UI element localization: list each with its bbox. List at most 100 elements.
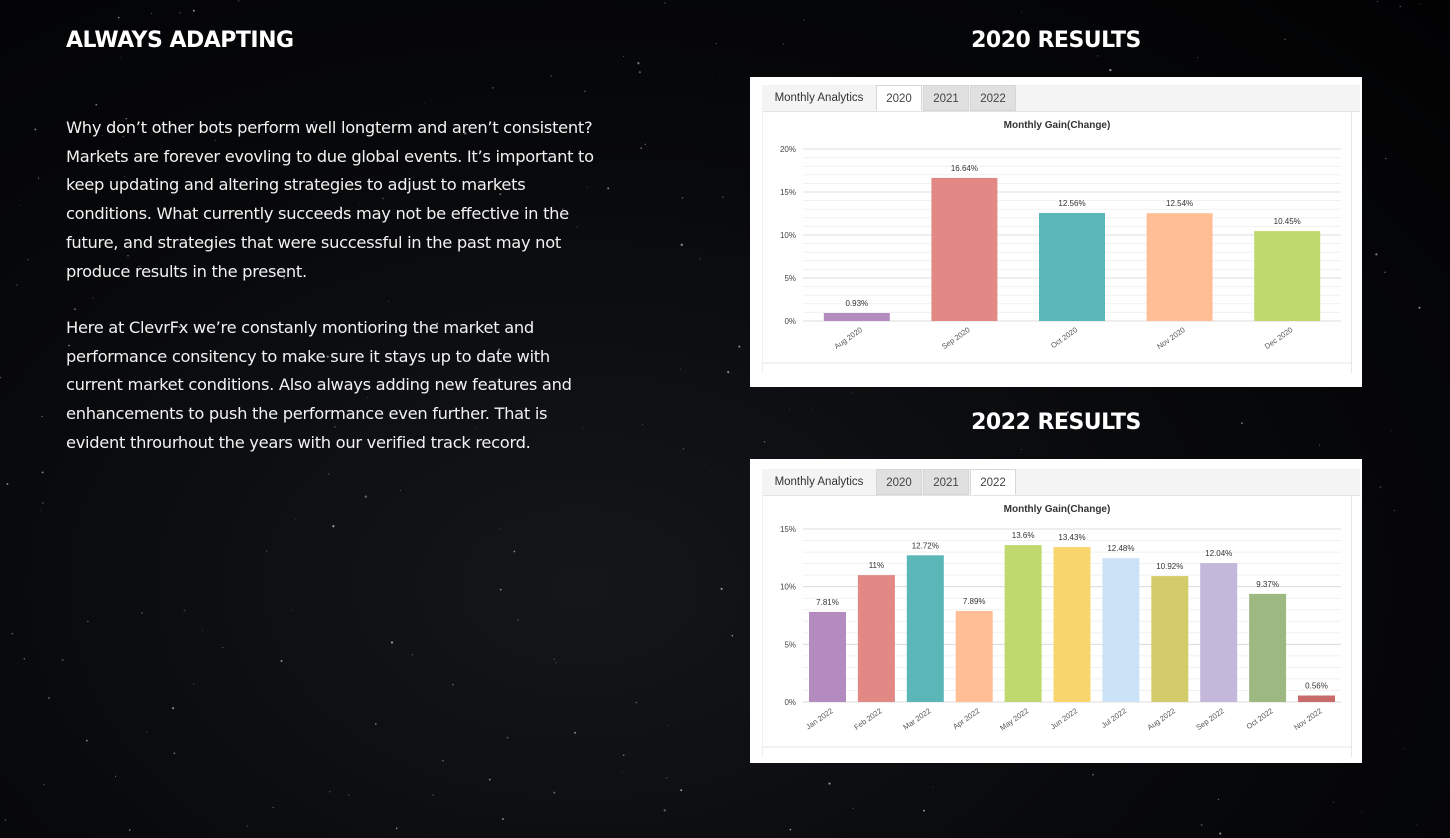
bar [1146,213,1213,321]
y-tick-label: 10% [780,583,796,592]
star [803,19,805,21]
x-tick-label: Nov 2020 [1155,325,1186,351]
tab-2021[interactable]: 2021 [923,469,969,495]
star [246,825,248,827]
analytics-tabbar: Monthly Analytics 2020 2021 2022 [762,85,1360,112]
star [266,550,268,552]
star [34,128,37,131]
star [332,525,335,528]
star [663,809,666,812]
tab-2020[interactable]: 2020 [876,85,922,111]
star [95,103,98,106]
star [488,778,491,781]
y-tick-label: 0% [784,698,796,707]
tab-monthly-analytics[interactable]: Monthly Analytics [762,469,876,495]
data-label: 7.89% [963,597,986,606]
star [1390,430,1392,432]
star [141,612,143,614]
star [680,243,683,246]
results-2022-title: 2022 RESULTS [971,410,1141,435]
bar [857,575,895,702]
y-tick-label: 15% [780,525,796,534]
star [715,43,717,45]
chart-title: Monthly Gain(Change) [1004,504,1111,515]
star [348,794,350,796]
star [727,371,730,374]
star [41,415,43,418]
star [201,629,204,631]
star [607,187,610,190]
star [1333,802,1334,803]
star [74,308,76,310]
y-tick-label: 0% [784,317,796,326]
bar [809,611,846,702]
star [812,407,814,409]
star [390,641,394,644]
star [400,490,402,492]
star [1217,798,1220,801]
star [327,473,330,475]
section-heading: ALWAYS ADAPTING [66,28,294,53]
tab-monthly-analytics[interactable]: Monthly Analytics [762,85,876,111]
x-tick-label: Aug 2022 [1145,706,1176,732]
star [1200,824,1203,826]
star [386,801,388,802]
star [267,631,269,633]
tab-2022[interactable]: 2022 [970,469,1016,495]
star [452,683,454,686]
x-tick-label: Sep 2020 [940,325,971,351]
star [1219,832,1222,835]
x-tick-label: Mar 2022 [901,706,932,732]
star [0,376,1,379]
star [638,71,641,74]
star [442,759,444,762]
star [85,739,88,742]
tab-2020[interactable]: 2020 [876,469,922,495]
star [574,731,577,734]
star [4,819,7,821]
star [114,775,117,777]
x-tick-label: Apr 2022 [951,706,981,731]
star [179,11,182,14]
bar [1053,547,1091,702]
star [87,620,89,623]
data-label: 12.72% [912,541,939,550]
star [41,471,44,474]
star [27,258,29,261]
star [712,77,713,79]
star [1092,774,1094,776]
tab-2022[interactable]: 2022 [970,85,1016,111]
bar [823,313,890,321]
star [699,258,701,260]
tab-2021[interactable]: 2021 [923,85,969,111]
star [710,469,712,471]
star [222,646,224,649]
star [6,483,9,485]
bar [1004,545,1042,702]
data-label: 13.43% [1058,533,1085,542]
star [1419,3,1420,5]
data-label: 9.37% [1256,580,1279,589]
star [731,634,734,637]
x-tick-label: Jul 2022 [1100,706,1128,730]
x-tick-label: Dec 2020 [1263,325,1294,351]
star [395,827,398,830]
star [948,6,950,7]
star [962,769,964,771]
star [173,752,176,755]
star [852,807,854,810]
star [432,794,435,796]
star [23,658,25,660]
star [128,829,131,831]
star [1393,509,1395,512]
star [513,550,516,553]
star [388,300,389,302]
results-2020-panel: Monthly Analytics 2020 2021 2022 Monthly… [750,77,1362,387]
monthly-gain-chart-2020: Monthly Gain(Change) 0% 5% 10% 15% 20% 0.93% Au… [763,120,1351,364]
star [237,0,240,2]
star [553,791,556,794]
star [92,297,94,299]
star [680,789,683,792]
star [499,588,502,591]
data-label: 12.54% [1166,199,1193,208]
